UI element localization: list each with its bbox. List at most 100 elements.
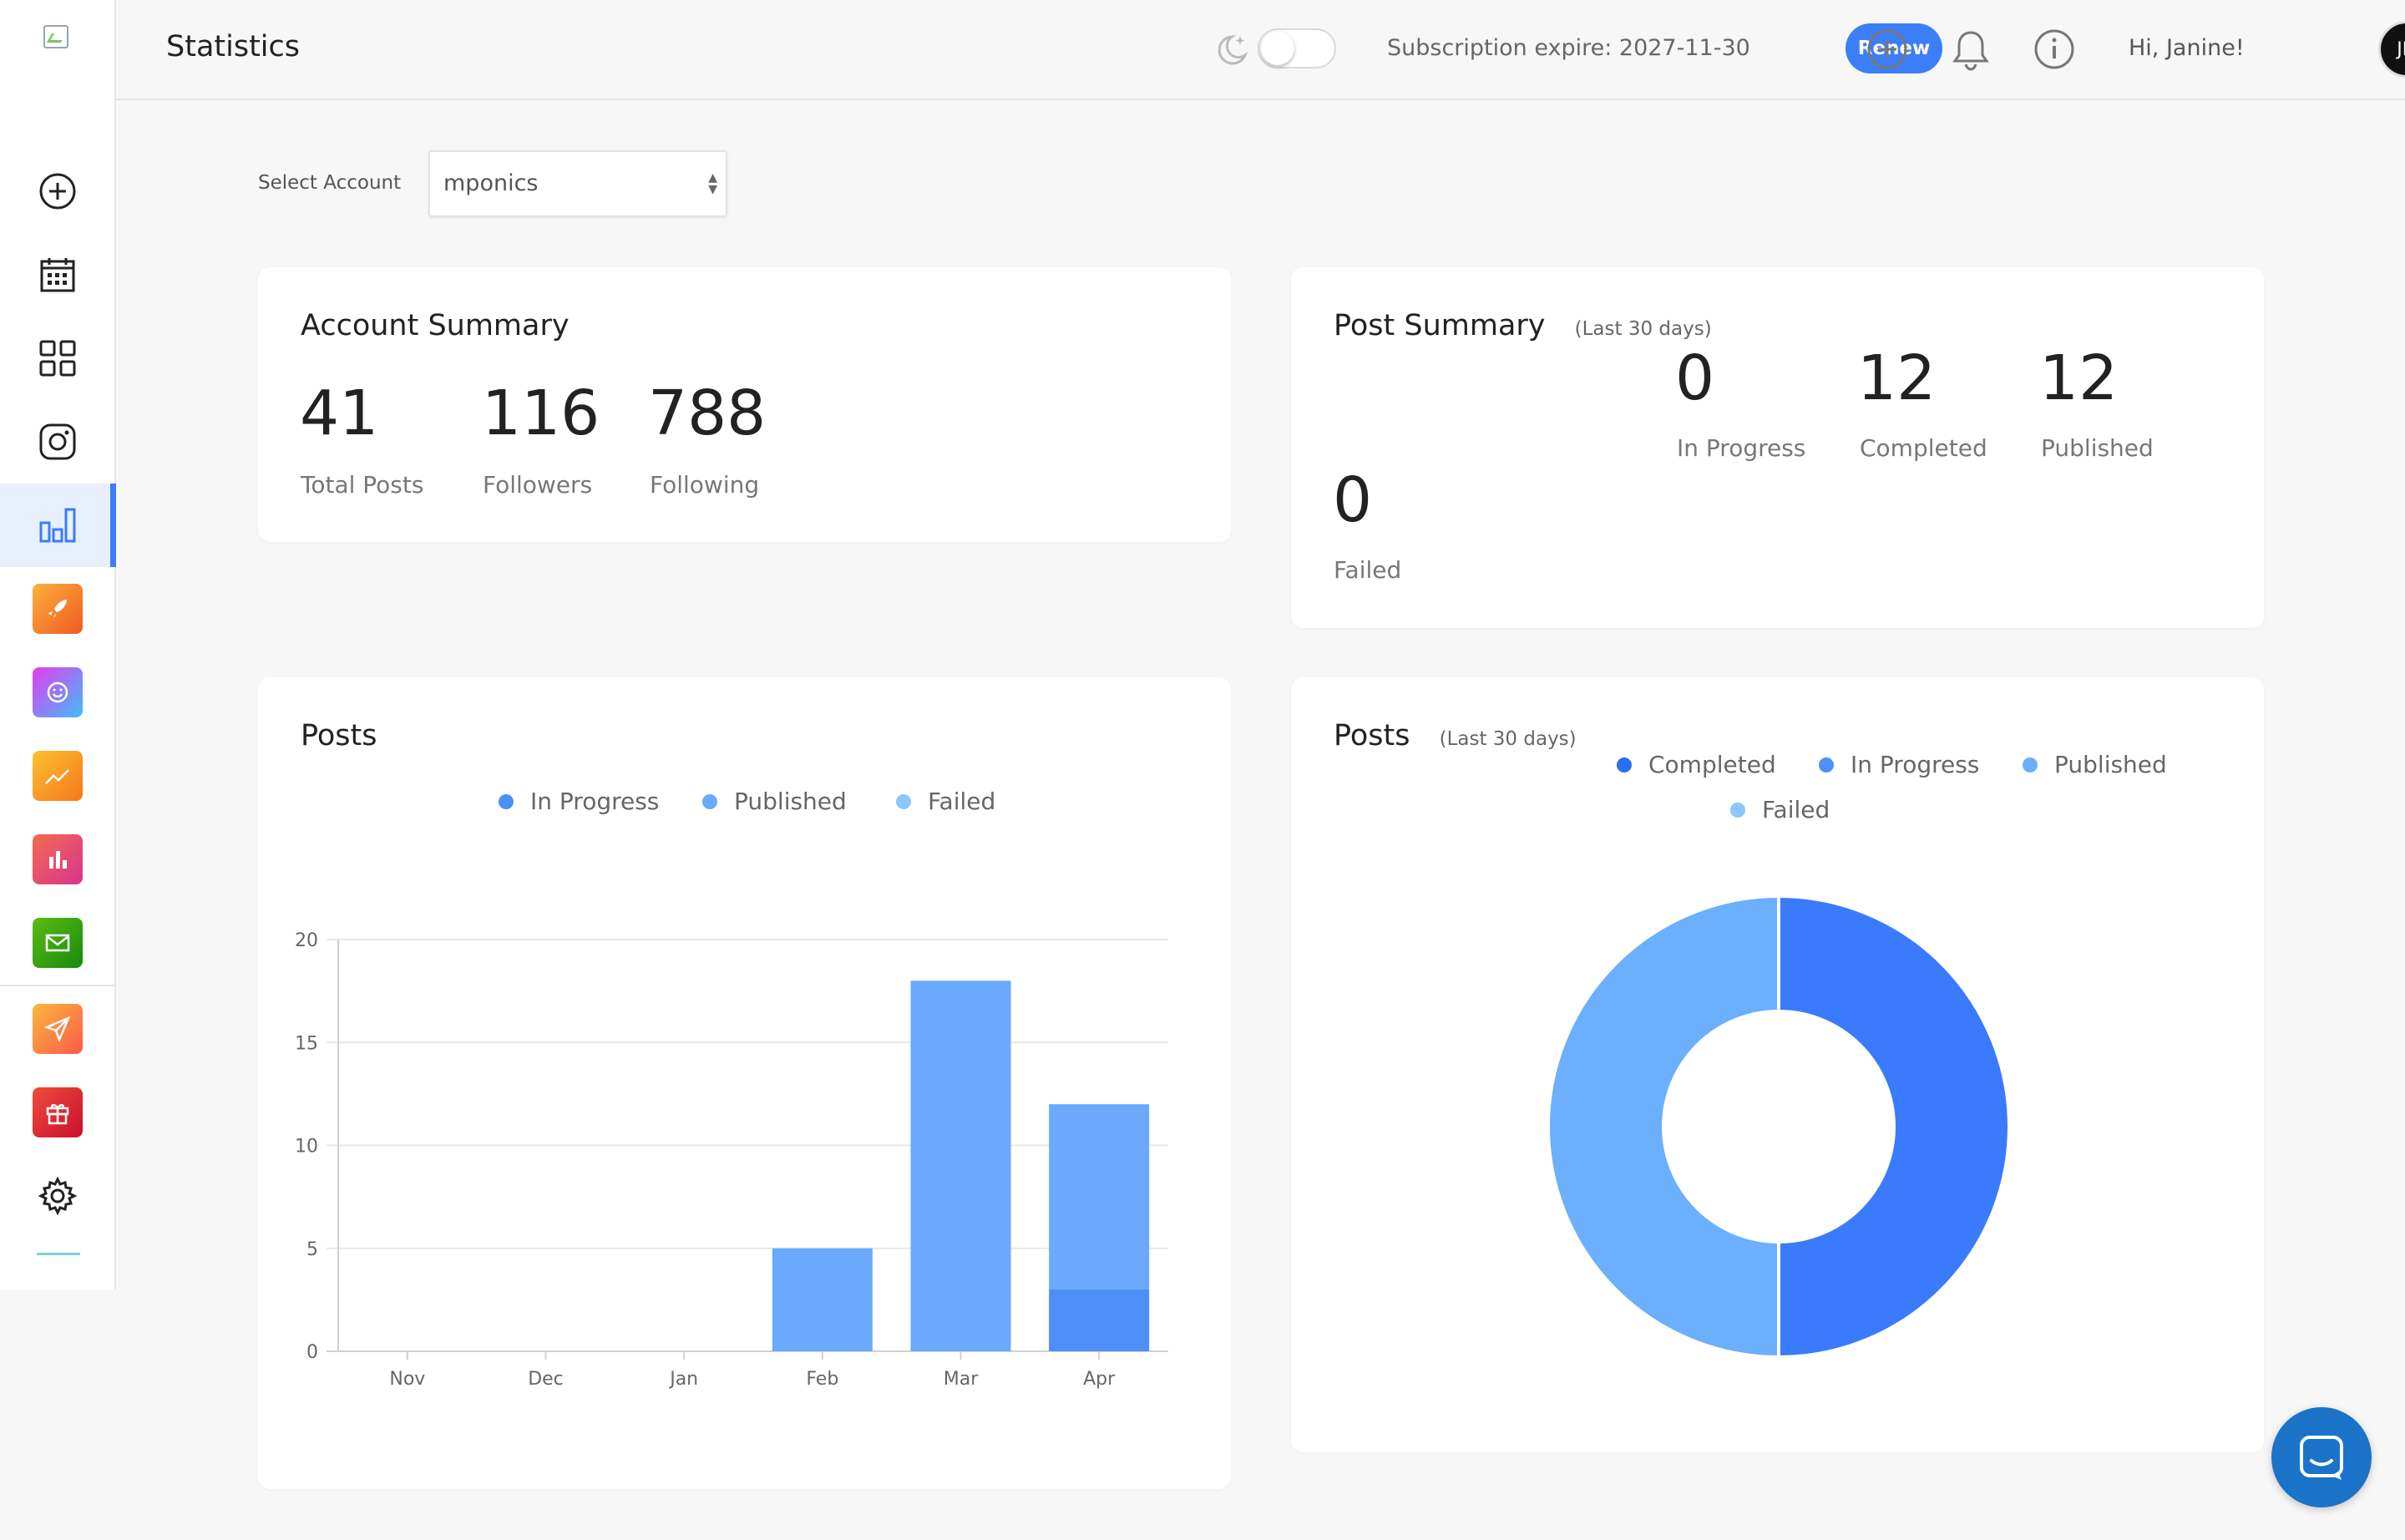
sidebar-item-rocket[interactable] [0, 567, 114, 651]
top-header: Statistics Subscription expire: 2027-11-… [116, 0, 2405, 100]
instagram-icon [39, 423, 75, 460]
x-tick-label: Nov [389, 1369, 425, 1390]
legend-dot [896, 793, 911, 809]
plus-circle-icon [39, 173, 75, 210]
sidebar-item-send[interactable] [0, 987, 114, 1071]
avatar[interactable]: JD [2378, 21, 2405, 78]
bar-icon [48, 851, 67, 869]
subscription-expiry: Subscription expire: 2027-11-30 [1387, 35, 1750, 61]
legend-item-in-progress[interactable]: In Progress [1819, 751, 1979, 778]
sidebar-item-trend[interactable] [0, 734, 114, 818]
posts-bar-chart: 0 5 10 15 20 Nov Dec Jan Feb Mar Apr [295, 930, 1168, 1390]
stat-in-progress-value: 0 [1675, 342, 1715, 414]
sidebar-item-calendar[interactable] [0, 233, 114, 317]
post-summary-subtitle: (Last 30 days) [1574, 318, 1712, 340]
donut-slice-completed [1777, 894, 2011, 1360]
legend-dot [1819, 757, 1834, 773]
x-tick-label: Feb [806, 1369, 838, 1390]
legend-item-in-progress[interactable]: In Progress [499, 788, 659, 815]
y-tick-label: 10 [295, 1137, 318, 1158]
x-tick-label: Dec [528, 1369, 564, 1390]
legend-item-failed[interactable]: Failed [1730, 796, 1830, 823]
sidebar-item-statistics[interactable] [0, 484, 116, 567]
stat-total-posts-value: 41 [300, 377, 379, 449]
x-tick-label: Apr [1083, 1369, 1116, 1390]
sidebar-item-mail[interactable] [0, 901, 114, 985]
post-summary-card: Post Summary (Last 30 days) 0 In Progres… [1291, 267, 2264, 628]
page-title: Statistics [166, 30, 300, 63]
sidebar [0, 0, 116, 1289]
donut-slice-published [1547, 894, 1780, 1360]
stat-total-posts-label: Total Posts [301, 471, 424, 499]
sidebar-divider [0, 985, 114, 986]
account-select[interactable]: mponics ▲ ▼ [428, 150, 727, 217]
calendar-icon [40, 258, 74, 292]
posts-donut-chart [1547, 894, 2011, 1360]
dark-mode-toggle[interactable] [1258, 28, 1336, 68]
y-tick-label: 0 [306, 1342, 318, 1363]
smile-icon [47, 681, 68, 703]
info-icon[interactable] [2033, 28, 2075, 70]
x-tick-label: Mar [944, 1369, 979, 1390]
legend-dot [2023, 757, 2038, 773]
stat-following-label: Following [650, 471, 760, 499]
bar-published [1049, 1104, 1150, 1290]
legend-label: Failed [1762, 796, 1830, 823]
send-icon [43, 1016, 70, 1042]
bar-in-progress [1049, 1289, 1150, 1351]
sidebar-item-gift[interactable] [0, 1071, 114, 1154]
legend-item-published[interactable]: Published [702, 788, 847, 815]
chat-button[interactable] [2271, 1407, 2372, 1507]
bell-icon[interactable] [1950, 28, 1992, 72]
posts-donut-card: Posts (Last 30 days) Completed In Progre… [1291, 677, 2264, 1452]
stat-following-value: 788 [648, 377, 767, 449]
y-tick-label: 20 [295, 930, 318, 951]
legend-label: Published [734, 788, 847, 815]
legend-item-failed[interactable]: Failed [896, 788, 995, 815]
sidebar-item-smile[interactable] [0, 651, 114, 734]
stat-in-progress-label: In Progress [1677, 434, 1806, 462]
stat-published-value: 12 [2039, 342, 2119, 414]
gear-icon [38, 1176, 77, 1216]
legend-label: Completed [1648, 751, 1776, 778]
sidebar-item-analytics[interactable] [0, 818, 114, 901]
account-summary-title: Account Summary [301, 309, 570, 342]
legend-dot [1730, 802, 1745, 818]
stat-followers-value: 116 [482, 377, 600, 449]
legend-dot [1617, 757, 1632, 773]
y-tick-label: 15 [295, 1033, 318, 1054]
gift-icon [46, 1104, 68, 1125]
mail-icon [45, 934, 69, 952]
y-tick-label: 5 [306, 1239, 318, 1260]
account-select-value: mponics [443, 170, 539, 196]
chat-icon [2300, 1436, 2343, 1480]
sidebar-item-instagram[interactable] [0, 400, 114, 484]
user-greeting: Hi, Janine! [2129, 35, 2245, 61]
stat-published-label: Published [2041, 434, 2154, 462]
legend-dot [499, 793, 514, 809]
legend-item-completed[interactable]: Completed [1617, 751, 1776, 778]
sidebar-scroll-indicator [37, 1253, 80, 1255]
bar-published [910, 980, 1011, 1351]
sidebar-item-settings[interactable] [0, 1154, 114, 1238]
posts-bar-title: Posts [301, 719, 377, 752]
posts-donut-subtitle: (Last 30 days) [1439, 728, 1577, 750]
stat-followers-label: Followers [483, 471, 593, 499]
legend-label: In Progress [1851, 751, 1980, 778]
rocket-icon [48, 600, 67, 618]
stat-completed-value: 12 [1857, 342, 1937, 414]
legend-label: In Progress [530, 788, 660, 815]
posts-bar-card: Posts In Progress Published Failed 0 5 10 1… [258, 677, 1231, 1489]
post-summary-title: Post Summary (Last 30 days) [1334, 309, 1712, 342]
sidebar-item-add[interactable] [0, 149, 114, 233]
post-summary-title-text: Post Summary [1334, 309, 1546, 342]
account-summary-card: Account Summary 41 Total Posts 116 Follo… [258, 267, 1231, 542]
x-tick-label: Jan [668, 1369, 698, 1390]
stat-failed-label: Failed [1334, 556, 1402, 584]
logo-image [43, 25, 73, 55]
sidebar-item-grid[interactable] [0, 317, 114, 400]
plus-circle-icon[interactable] [1866, 28, 1908, 70]
posts-donut-title: Posts (Last 30 days) [1334, 719, 1577, 752]
grid-icon [39, 340, 75, 377]
legend-item-published[interactable]: Published [2023, 751, 2167, 778]
